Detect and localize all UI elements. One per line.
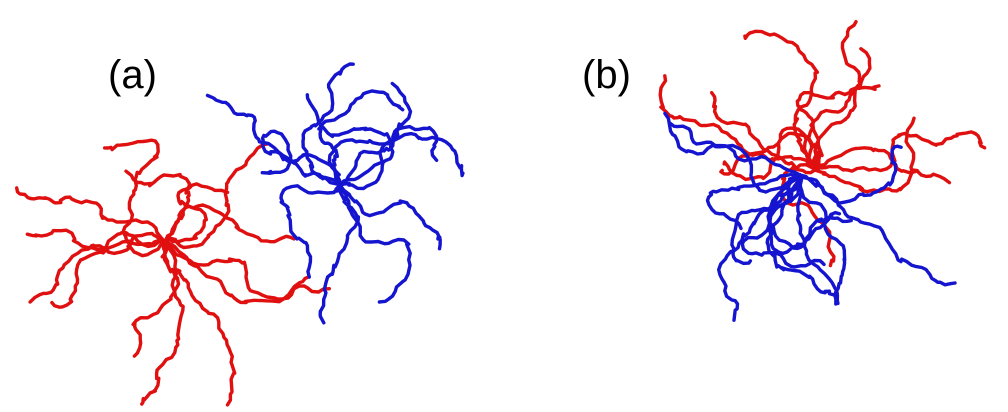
polymer-arm	[133, 242, 178, 356]
polymer-stars	[17, 22, 985, 405]
polymer-arm	[745, 31, 818, 170]
polymer-arm	[165, 144, 269, 248]
panel-label: (a)	[108, 53, 157, 97]
polymer-arm	[27, 230, 165, 253]
panel-label: (b)	[582, 53, 631, 97]
polymer-arm	[165, 242, 309, 303]
polymer-arm	[815, 132, 985, 171]
figure: (a) (b)	[0, 0, 1008, 412]
polymer-arm	[303, 64, 353, 185]
polymer-arm	[815, 118, 914, 191]
polymer-arm	[281, 185, 340, 277]
polymer-arm	[142, 242, 183, 404]
polymer-arm	[320, 185, 358, 323]
